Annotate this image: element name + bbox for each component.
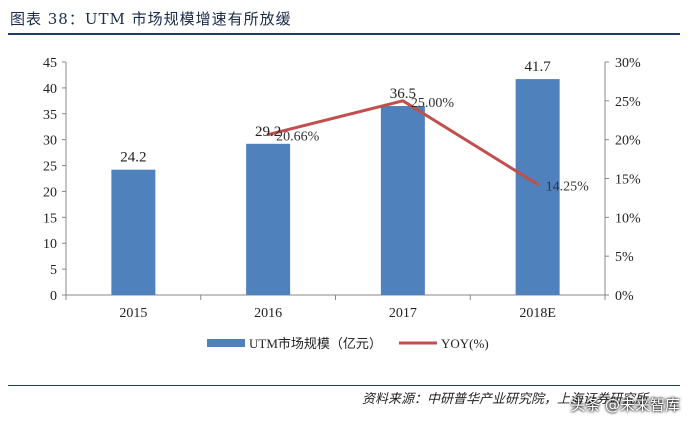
bar-value-label: 36.5: [390, 86, 416, 102]
legend-line-label: YOY(%): [441, 336, 489, 351]
bar: [380, 106, 425, 295]
y-right-tick-label: 0%: [615, 289, 634, 304]
chart-axes: 0 5 10 15 20 25 30 35 40 45 0% 5% 10% 15% 20% 25% 30% 201…: [43, 56, 641, 321]
yoy-point: [536, 182, 540, 186]
bar: [515, 79, 560, 295]
y-left-tick-label: 45: [43, 56, 57, 71]
x-tick-label: 2016: [254, 306, 282, 321]
yoy-value-label: 14.25%: [546, 179, 590, 194]
y-left-tick-label: 10: [43, 237, 57, 252]
x-tick-label: 2017: [389, 306, 417, 321]
y-right-tick-label: 5%: [615, 250, 634, 265]
yoy-point: [401, 99, 405, 103]
y-left-tick-label: 5: [50, 263, 57, 278]
legend-bar-swatch: [207, 339, 245, 347]
title-rule: [8, 33, 680, 35]
bar-series: [111, 79, 560, 295]
figure-title: 图表 38：UTM 市场规模增速有所放缓: [10, 10, 292, 28]
y-right-tick-label: 15%: [615, 173, 641, 188]
bar-value-label: 24.2: [120, 150, 146, 166]
yoy-point: [266, 133, 270, 137]
y-left-tick-label: 40: [43, 82, 57, 97]
bar-value-label: 29.2: [255, 124, 281, 140]
y-left-tick-label: 30: [43, 134, 57, 149]
watermark: 头条 @未来智库: [570, 396, 680, 414]
y-left-tick-label: 35: [43, 108, 57, 123]
yoy-value-label: 20.66%: [276, 130, 320, 145]
bar: [246, 143, 291, 295]
x-tick-label: 2018E: [519, 306, 556, 321]
y-right-tick-label: 30%: [615, 56, 641, 71]
y-right-tick-label: 10%: [615, 211, 641, 226]
legend: UTM市场规模（亿元） YOY(%): [207, 336, 489, 351]
y-left-tick-label: 20: [43, 185, 57, 200]
yoy-value-label: 25.00%: [411, 96, 455, 111]
bar-value-label: 41.7: [525, 59, 552, 75]
data-labels: 24.2 29.2 36.5 41.7 20.66% 25.00% 14.25%: [120, 59, 589, 194]
y-right-tick-label: 20%: [615, 134, 641, 149]
y-right-tick-label: 25%: [615, 95, 641, 110]
y-left-tick-label: 0: [50, 289, 57, 304]
source-note: 资料来源：中研普华产业研究院，上海证券研究所: [361, 392, 648, 407]
footer-rule: [8, 385, 680, 386]
x-tick-label: 2015: [119, 306, 147, 321]
yoy-line-series: [266, 99, 540, 186]
y-left-tick-label: 15: [43, 211, 57, 226]
y-left-tick-label: 25: [43, 160, 57, 175]
bar: [111, 169, 156, 295]
legend-bar-label: UTM市场规模（亿元）: [249, 336, 382, 351]
